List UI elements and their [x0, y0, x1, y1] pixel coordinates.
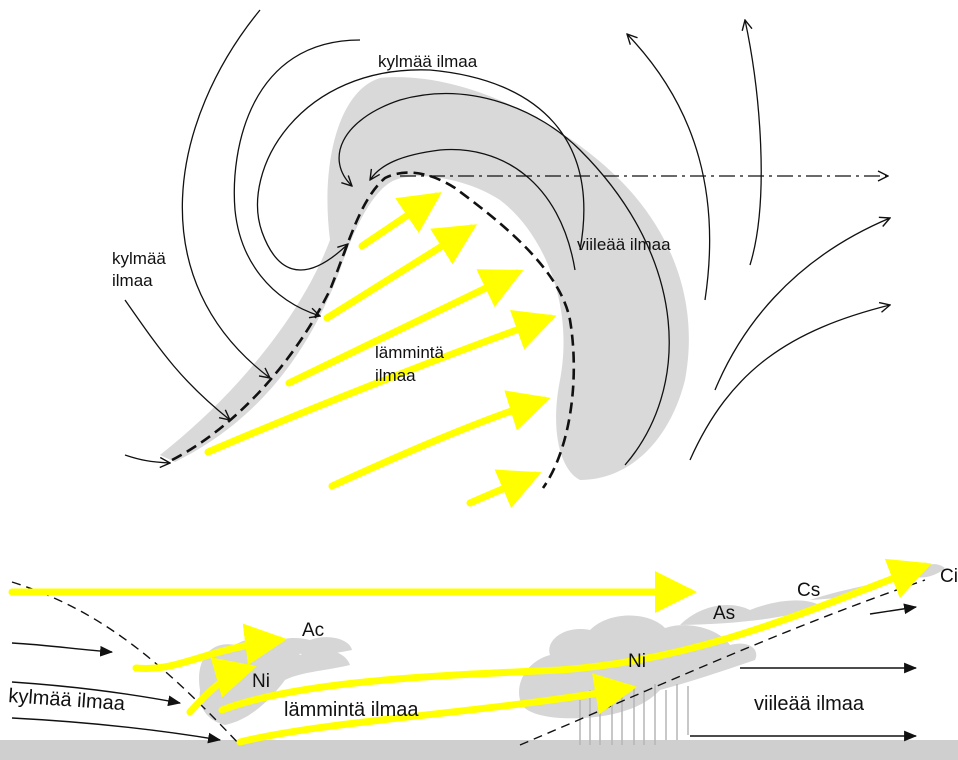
- warm-air-arrow: [466, 469, 542, 509]
- label-as: As: [713, 603, 735, 624]
- cloud-band-top: [160, 77, 689, 481]
- warm-air-arrow: [204, 309, 557, 456]
- airflow-line: [627, 34, 711, 301]
- label-cold-air-left-2: ilmaa: [112, 271, 153, 290]
- yellow-main-arrow: [218, 558, 932, 714]
- warm-air-arrow: [285, 269, 524, 387]
- bottom-yellow-arrows: [8, 558, 932, 746]
- airflow-line: [689, 305, 890, 461]
- label-warm-air-bottom: lämmintä ilmaa: [284, 699, 419, 721]
- label-warm-air-1: lämmintä: [375, 343, 445, 362]
- label-ni-right: Ni: [628, 651, 646, 672]
- label-warm-air-2: ilmaa: [375, 366, 416, 385]
- airflow-line: [338, 93, 670, 466]
- airflow-line: [370, 148, 576, 271]
- airflow-line: [745, 20, 762, 266]
- label-ac: Ac: [302, 620, 324, 641]
- yellow-low-arrow: [236, 673, 637, 746]
- airflow-line: [124, 299, 230, 420]
- arrow-cold-1: [11, 642, 114, 657]
- cloud-as: [680, 600, 820, 625]
- label-cold-air-bottom: kylmää ilmaa: [8, 685, 127, 715]
- arrow-cold-3: [11, 717, 222, 744]
- warm-air-arrow: [323, 224, 477, 322]
- warm-air-arrow: [358, 192, 442, 250]
- airflow-line: [233, 39, 361, 316]
- yellow-ni-arrow: [186, 657, 257, 716]
- airflow-line: [257, 69, 585, 271]
- arrow-cold-2: [11, 681, 182, 707]
- arrow-cool-3: [869, 603, 918, 615]
- bottom-black-arrows: [11, 603, 918, 744]
- yellow-ac-arrow: [132, 623, 287, 672]
- label-cool-air-top: viileää ilmaa: [577, 235, 671, 254]
- label-ni-left: Ni: [252, 671, 270, 692]
- ground-strip: [0, 740, 958, 760]
- warm-air-arrow: [328, 390, 551, 490]
- label-cool-air-bottom: viileää ilmaa: [754, 693, 865, 715]
- label-cold-air-left-1: kylmää: [112, 249, 166, 268]
- front-boundary-dashed: [171, 171, 576, 489]
- label-cold-air-top: kylmää ilmaa: [378, 52, 478, 71]
- airflow-line: [124, 454, 170, 463]
- label-cs: Cs: [797, 580, 820, 601]
- warm-front-surface: [519, 579, 926, 746]
- warm-air-arrows: [204, 192, 557, 509]
- airflow-line: [714, 218, 890, 391]
- label-ci: Ci: [940, 566, 958, 587]
- cold-airflow-lines: [124, 9, 890, 466]
- bottom-diagram: Ci Cs As Ac Ni Ni kylmää ilmaa lämmintä …: [0, 558, 958, 760]
- airflow-line: [181, 9, 270, 378]
- top-diagram: kylmää ilmaa kylmää ilmaa viileää ilmaa …: [112, 9, 890, 509]
